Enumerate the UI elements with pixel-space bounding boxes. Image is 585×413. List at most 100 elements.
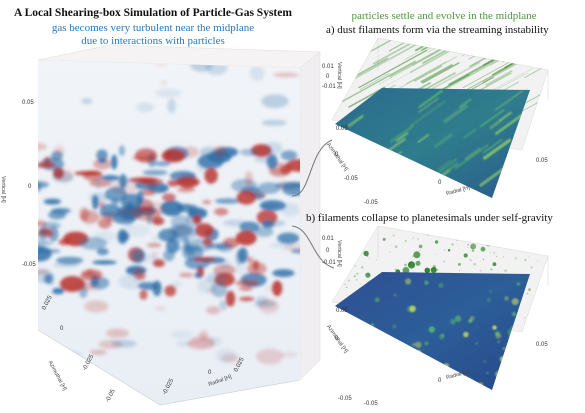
dust-filament xyxy=(523,38,546,52)
panel-a-vertical-tick: -0.01 xyxy=(322,84,336,90)
dust-particle xyxy=(456,239,458,241)
gas-eddy xyxy=(79,237,108,250)
gas-eddy xyxy=(146,242,162,248)
planetesimal-clump xyxy=(430,267,437,273)
dust-filament xyxy=(406,61,447,85)
gas-eddy xyxy=(160,187,167,193)
gas-eddy xyxy=(164,285,177,297)
dust-filament xyxy=(353,41,421,80)
gas-eddy xyxy=(38,161,57,169)
density-spot xyxy=(512,354,516,358)
dust-particle xyxy=(435,253,437,255)
gas-eddy xyxy=(238,247,248,263)
gas-eddy xyxy=(160,80,167,85)
dust-filament xyxy=(372,38,423,51)
density-streak xyxy=(506,172,530,192)
density-spot xyxy=(495,332,502,339)
dust-filament xyxy=(431,61,481,90)
dust-particle xyxy=(353,275,356,278)
panel-b-vertical-tick: 0 xyxy=(326,248,330,254)
dust-particle xyxy=(504,239,507,242)
density-spot xyxy=(352,318,358,324)
dust-particle xyxy=(523,316,526,319)
gas-eddy xyxy=(264,141,283,155)
dust-particle xyxy=(345,286,348,288)
density-spot xyxy=(417,350,421,354)
dust-particle xyxy=(503,256,505,258)
density-spot xyxy=(511,311,517,317)
density-streak xyxy=(482,138,503,154)
density-streak xyxy=(479,108,505,128)
panel-a-azimuthal-tick: 0 xyxy=(335,152,339,158)
dust-particle xyxy=(389,251,391,253)
gas-radial-tick: 0 xyxy=(208,370,212,376)
gas-eddy xyxy=(168,235,187,243)
dust-particle xyxy=(495,255,498,258)
gas-eddy xyxy=(98,218,112,229)
panel-a xyxy=(331,37,549,198)
gas-turbulence xyxy=(38,60,300,365)
dust-particle xyxy=(467,243,469,246)
gas-eddy xyxy=(58,238,71,246)
gas-eddy xyxy=(130,177,158,183)
dust-filament xyxy=(524,38,548,79)
dust-particle xyxy=(473,262,476,266)
density-spot xyxy=(463,331,469,338)
dust-particle xyxy=(527,256,529,257)
dust-particle xyxy=(484,238,486,239)
gas-eddy xyxy=(161,148,186,163)
planetesimal-clump xyxy=(418,244,423,249)
dust-filament xyxy=(478,38,500,50)
gas-eddy xyxy=(196,158,209,173)
dust-particle xyxy=(451,243,454,246)
density-streak xyxy=(488,119,502,130)
planetesimal-clump xyxy=(354,243,359,248)
dust-particle xyxy=(375,259,377,261)
dust-particle xyxy=(350,255,353,257)
density-spot xyxy=(405,278,412,285)
planetesimal-clump xyxy=(415,260,421,266)
density-spot xyxy=(516,282,521,286)
dust-particle xyxy=(426,233,430,236)
density-streak xyxy=(463,128,477,139)
density-streak xyxy=(454,143,490,170)
dust-particle xyxy=(394,245,398,249)
density-spot xyxy=(371,323,374,327)
density-spot xyxy=(393,293,397,297)
gas-vertical-tick: 0 xyxy=(28,184,32,190)
gas-eddy xyxy=(54,145,65,157)
density-spot xyxy=(393,341,400,348)
panel-a-radial-tick: 0 xyxy=(438,180,442,186)
gas-eddy xyxy=(92,195,99,210)
gas-eddy xyxy=(257,182,281,195)
gas-eddy xyxy=(170,214,189,229)
dust-particle xyxy=(489,252,491,254)
density-streak xyxy=(347,114,365,128)
dust-particle xyxy=(471,249,475,252)
panel-b-radial-tick: 0.05 xyxy=(536,342,548,348)
planetesimal-clump xyxy=(402,267,410,274)
planetesimal-clump xyxy=(480,246,486,252)
dust-particle xyxy=(458,269,461,272)
panel-a-vertical-axis-label: Vertical [H] xyxy=(336,62,342,89)
gas-eddy xyxy=(133,206,161,221)
dust-particle xyxy=(354,264,357,268)
gas-eddy xyxy=(236,190,256,205)
dust-filament xyxy=(504,38,548,69)
gas-eddy xyxy=(202,199,212,205)
dust-particle xyxy=(392,234,395,237)
dust-particle xyxy=(482,258,485,261)
gas-eddy xyxy=(258,298,279,314)
dust-filament xyxy=(502,46,532,63)
gas-eddy xyxy=(239,296,255,302)
panel-a-radial-tick: -0.05 xyxy=(364,200,378,206)
density-spot xyxy=(475,342,478,345)
gas-eddy xyxy=(206,306,221,315)
connector-to-panel-b xyxy=(291,225,335,269)
dust-particle xyxy=(492,251,496,254)
dust-particle xyxy=(537,260,539,262)
gas-eddy xyxy=(214,207,229,216)
gas-eddy xyxy=(244,171,253,187)
gas-eddy xyxy=(84,300,109,313)
dust-particle xyxy=(394,268,397,271)
